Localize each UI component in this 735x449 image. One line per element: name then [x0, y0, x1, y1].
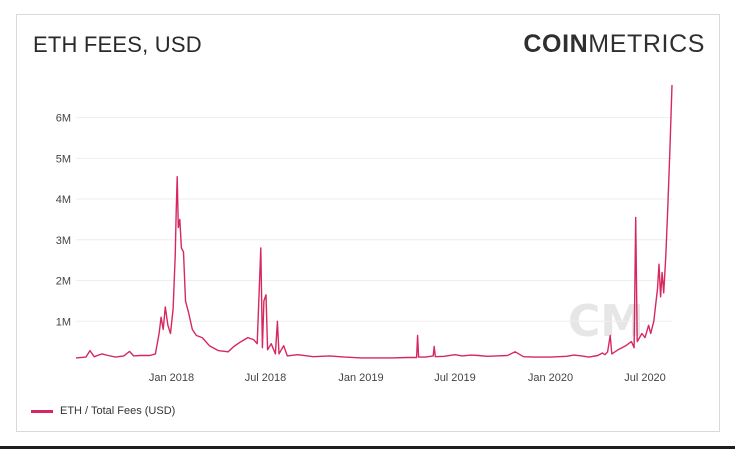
chart-legend: ETH / Total Fees (USD): [31, 405, 175, 417]
legend-swatch: [31, 409, 53, 413]
chart-card: ETH FEES, USD COINMETRICS ETH / Total Fe…: [16, 14, 720, 432]
x-tick-label: Jul 2019: [434, 372, 476, 384]
legend-label: ETH / Total Fees (USD): [60, 405, 176, 417]
x-tick-label: Jan 2020: [528, 372, 573, 384]
y-tick-label: 1M: [56, 316, 71, 328]
coinmetrics-logo: COINMETRICS: [523, 30, 705, 59]
x-axis-ticks: Jan 2018 Jul 2018 Jan 2019 Jul 2019 Jan 2020…: [149, 372, 666, 384]
series-group: [75, 84, 673, 359]
x-tick-label: Jul 2018: [245, 372, 287, 384]
y-axis-ticks: 1M 2M 3M 4M 5M 6M: [56, 113, 71, 329]
series-line: [75, 84, 673, 359]
logo-light-text: METRICS: [588, 30, 705, 58]
x-tick-label: Jan 2018: [149, 372, 194, 384]
gridlines: [76, 117, 672, 322]
y-tick-label: 4M: [56, 194, 71, 206]
y-tick-label: 2M: [56, 276, 71, 288]
y-tick-label: 5M: [56, 153, 71, 165]
x-tick-label: Jan 2019: [338, 372, 383, 384]
y-tick-label: 6M: [56, 113, 71, 125]
chart-title: ETH FEES, USD: [33, 32, 202, 57]
x-tick-label: Jul 2020: [624, 372, 666, 384]
bottom-divider: [0, 446, 735, 449]
y-tick-label: 3M: [56, 235, 71, 247]
logo-bold-text: COIN: [523, 30, 589, 58]
